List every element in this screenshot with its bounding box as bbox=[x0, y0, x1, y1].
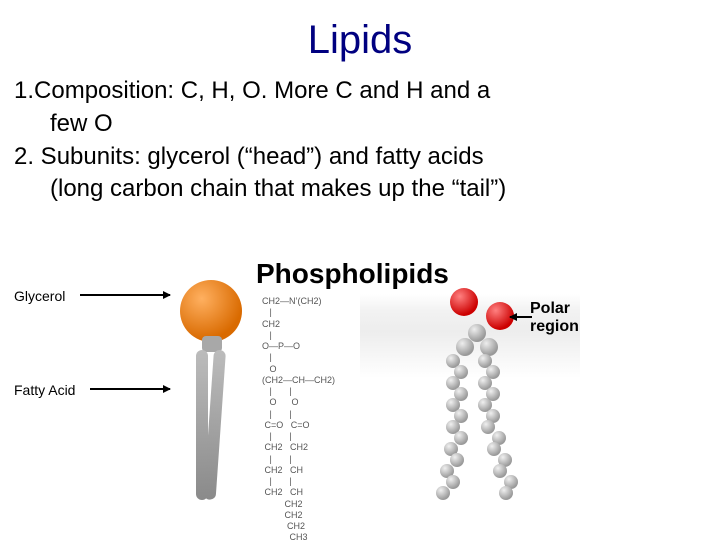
backbone-sphere-icon bbox=[456, 338, 474, 356]
polar-region-arrow bbox=[510, 316, 532, 318]
polar-region-label: Polar region bbox=[530, 300, 579, 337]
glycerol-arrow bbox=[80, 294, 170, 296]
fatty-acid-arrow bbox=[90, 388, 170, 390]
body-text: 1.Composition: C, H, O. More C and H and… bbox=[0, 75, 720, 204]
phospholipids-heading: Phospholipids bbox=[256, 258, 449, 290]
composition-line1: 1.Composition: C, H, O. More C and H and… bbox=[14, 75, 700, 106]
fatty-acid-label: Fatty Acid bbox=[14, 382, 75, 398]
polar-head-sphere-icon bbox=[450, 288, 478, 316]
chemical-structure-text: CH2—N’(CH2) | CH2 | O—P—O | O (CH2—CH—CH… bbox=[262, 296, 335, 544]
phospholipid-head-icon bbox=[180, 280, 242, 342]
subunits-line2: (long carbon chain that makes up the “ta… bbox=[14, 173, 700, 204]
phospholipid-icon bbox=[180, 280, 242, 342]
composition-line2: few O bbox=[14, 108, 700, 139]
glycerol-label: Glycerol bbox=[14, 288, 65, 304]
page-title: Lipids bbox=[0, 0, 720, 75]
subunits-line1: 2. Subunits: glycerol (“head”) and fatty… bbox=[14, 141, 700, 172]
